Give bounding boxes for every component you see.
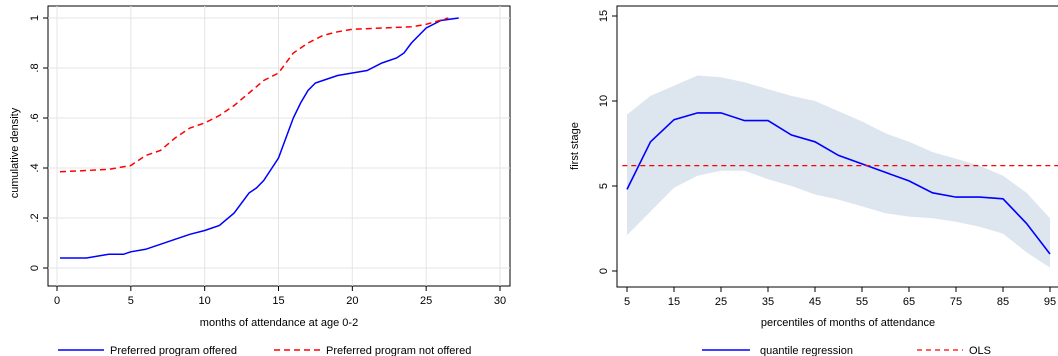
confidence-band (627, 75, 1050, 268)
y-axis-label: cumulative density (9, 107, 21, 198)
series-line-offered (60, 17, 459, 259)
series-line-quantile (626, 112, 1051, 255)
x-axis-ticks: 0 5 10 15 20 25 30 (54, 286, 506, 307)
series-line-not-offered (59, 17, 449, 173)
y-tick-label: .6 (29, 113, 41, 122)
y-tick-label: 10 (598, 95, 610, 107)
y-tick-label: 15 (598, 10, 610, 22)
x-tick-label: 5 (128, 295, 134, 307)
right-panel: 5 15 25 35 45 55 65 75 85 95 0 5 10 15 percentiles o… (569, 5, 1058, 356)
x-axis-label: percentiles of months of attendance (761, 317, 935, 329)
legend: quantile regression OLS (702, 345, 991, 356)
y-tick-label: 0 (598, 268, 610, 274)
y-axis-label: first stage (569, 122, 581, 170)
legend: Preferred program offered Preferred prog… (58, 345, 471, 356)
x-tick-label: 20 (346, 295, 358, 307)
x-tick-label: 65 (903, 296, 915, 308)
left-panel: 0 5 10 15 20 25 30 0 .2 .4 .6 .8 1 months of attend… (9, 5, 511, 356)
x-tick-label: 5 (624, 296, 630, 308)
y-axis-ticks: 0 5 10 15 (598, 10, 617, 274)
confidence-band-area (627, 75, 1050, 268)
y-tick-label: .2 (29, 213, 41, 222)
x-tick-label: 55 (856, 296, 868, 308)
x-axis-label: months of attendance at age 0-2 (200, 317, 358, 329)
legend-label-ols: OLS (969, 345, 991, 356)
y-tick-label: 0 (29, 265, 41, 271)
x-tick-label: 25 (715, 296, 727, 308)
x-tick-label: 10 (199, 295, 211, 307)
x-tick-label: 35 (762, 296, 774, 308)
x-tick-label: 0 (54, 295, 60, 307)
legend-label-not-offered: Preferred program not offered (326, 345, 471, 356)
y-tick-label: 1 (29, 15, 41, 21)
series-lines (59, 17, 459, 259)
x-axis-ticks: 5 15 25 35 45 55 65 75 85 95 (624, 287, 1056, 308)
x-tick-label: 85 (997, 296, 1009, 308)
x-tick-label: 95 (1044, 296, 1056, 308)
x-tick-label: 45 (809, 296, 821, 308)
x-tick-label: 15 (272, 295, 284, 307)
gridlines (48, 6, 510, 286)
x-tick-label: 75 (950, 296, 962, 308)
y-tick-label: 5 (598, 183, 610, 189)
y-tick-label: .8 (29, 63, 41, 72)
series-lines (622, 112, 1058, 255)
legend-label-offered: Preferred program offered (110, 345, 237, 356)
x-tick-label: 15 (668, 296, 680, 308)
y-tick-label: .4 (29, 163, 41, 172)
x-tick-label: 25 (420, 295, 432, 307)
legend-label-quantile: quantile regression (760, 345, 853, 356)
y-axis-ticks: 0 .2 .4 .6 .8 1 (29, 15, 48, 271)
x-tick-label: 30 (494, 295, 506, 307)
